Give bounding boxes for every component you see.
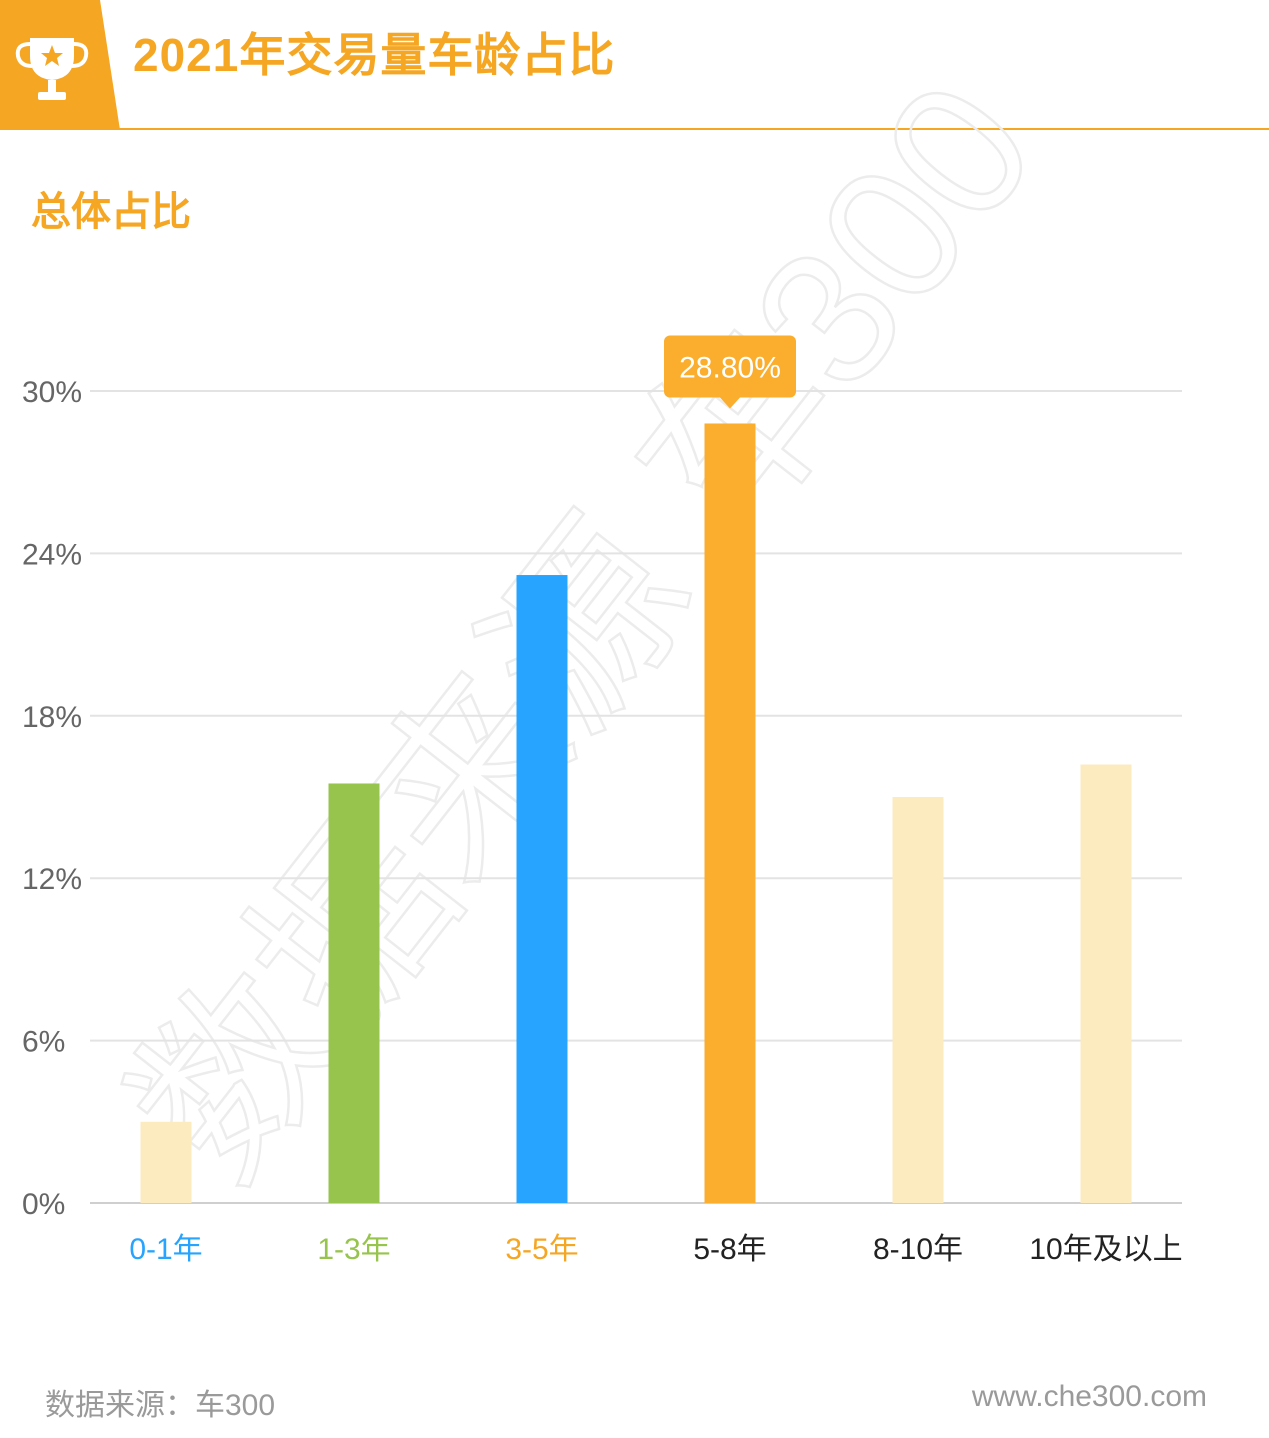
callout-label: 28.80% <box>679 351 781 384</box>
trophy-star-icon <box>15 38 89 100</box>
highlight-callout: 28.80% <box>664 335 796 409</box>
page-title: 2021年交易量车龄占比 <box>133 29 616 81</box>
bar[interactable] <box>140 1121 192 1203</box>
bar[interactable] <box>516 575 568 1203</box>
y-tick-label: 18% <box>22 701 82 734</box>
section-title: 总体占比 <box>31 190 191 234</box>
x-tick-label: 0-1年 <box>129 1233 202 1266</box>
footer-source: 数据来源：车300 <box>45 1389 276 1422</box>
bar[interactable] <box>328 783 380 1203</box>
bar[interactable] <box>892 797 944 1203</box>
grid-lines <box>90 390 1182 1204</box>
callout-box <box>664 335 796 398</box>
x-tick-label: 1-3年 <box>317 1233 390 1266</box>
x-tick-label: 8-10年 <box>873 1233 963 1266</box>
x-tick-label: 5-8年 <box>693 1233 766 1266</box>
bars <box>140 423 1132 1204</box>
y-tick-label: 0% <box>22 1188 65 1221</box>
y-tick-label: 12% <box>22 863 82 896</box>
bar[interactable] <box>704 423 756 1204</box>
y-axis-ticks: 0% 6% 12% 18% 24% 30% <box>22 376 82 1221</box>
footer-url[interactable]: www.che300.com <box>971 1380 1207 1413</box>
callout-pointer <box>720 397 740 409</box>
header-badge <box>0 0 120 130</box>
x-tick-label: 10年及以上 <box>1029 1233 1182 1266</box>
y-tick-label: 6% <box>22 1026 65 1059</box>
y-tick-label: 30% <box>22 376 82 409</box>
header-divider <box>0 128 1269 130</box>
x-axis-labels: 0-1年 1-3年 3-5年 5-8年 8-10年 10年及以上 <box>129 1233 1182 1266</box>
y-tick-label: 24% <box>22 538 82 571</box>
bar[interactable] <box>1080 764 1132 1203</box>
x-tick-label: 3-5年 <box>505 1233 578 1266</box>
